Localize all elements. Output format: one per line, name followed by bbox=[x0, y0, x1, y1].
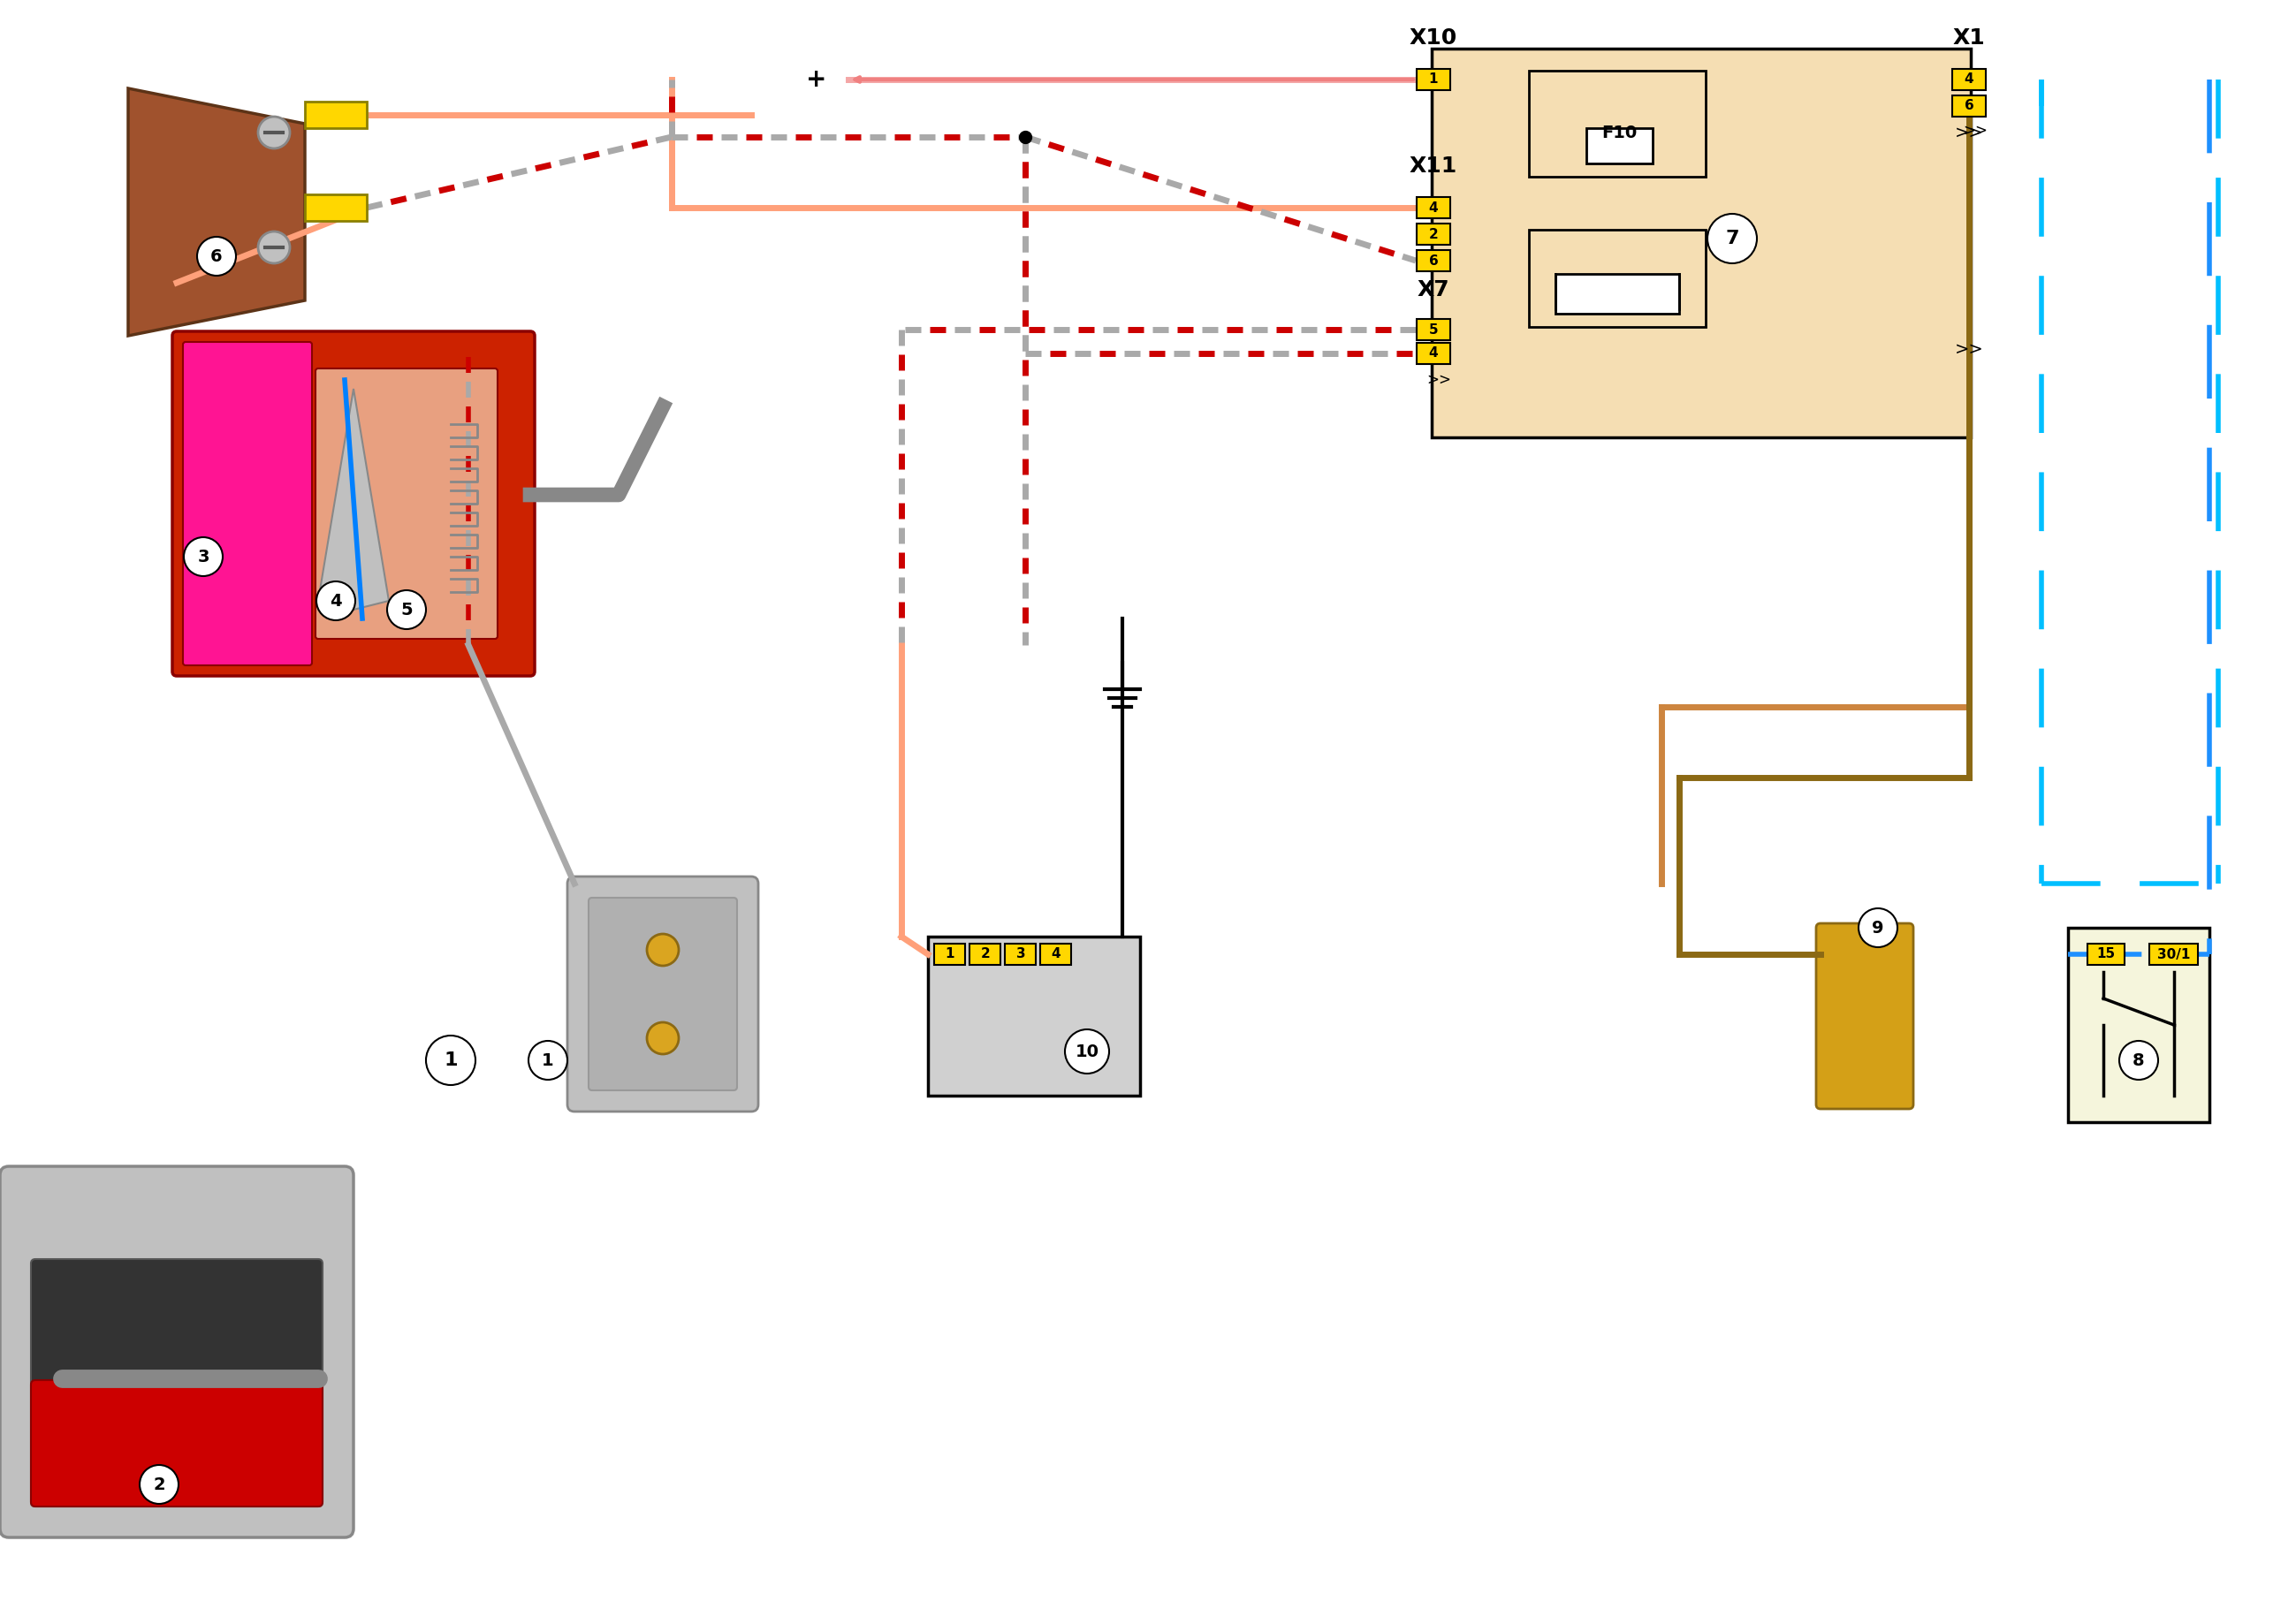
FancyBboxPatch shape bbox=[1952, 69, 1986, 90]
FancyBboxPatch shape bbox=[1417, 319, 1451, 339]
Circle shape bbox=[257, 116, 289, 148]
Text: X7: X7 bbox=[1417, 280, 1449, 301]
FancyBboxPatch shape bbox=[305, 101, 367, 129]
FancyBboxPatch shape bbox=[2087, 943, 2124, 965]
FancyBboxPatch shape bbox=[567, 877, 758, 1112]
FancyBboxPatch shape bbox=[30, 1260, 321, 1506]
Circle shape bbox=[257, 232, 289, 264]
Polygon shape bbox=[319, 389, 388, 610]
Text: 30/1: 30/1 bbox=[2158, 948, 2190, 961]
Circle shape bbox=[197, 237, 236, 275]
Text: 7: 7 bbox=[1724, 230, 1738, 248]
Text: 4: 4 bbox=[1428, 348, 1437, 360]
Text: 4: 4 bbox=[1052, 948, 1061, 961]
Text: X10: X10 bbox=[1410, 27, 1458, 48]
Text: 5: 5 bbox=[1428, 323, 1437, 336]
Text: >>: >> bbox=[1954, 341, 1984, 357]
FancyBboxPatch shape bbox=[315, 368, 498, 639]
Circle shape bbox=[317, 581, 356, 621]
Text: F10: F10 bbox=[1600, 124, 1637, 142]
FancyBboxPatch shape bbox=[1006, 943, 1035, 965]
FancyBboxPatch shape bbox=[184, 343, 312, 666]
FancyBboxPatch shape bbox=[588, 898, 737, 1091]
Text: 1: 1 bbox=[946, 948, 955, 961]
FancyBboxPatch shape bbox=[2149, 943, 2197, 965]
FancyBboxPatch shape bbox=[1417, 249, 1451, 272]
FancyBboxPatch shape bbox=[30, 1381, 321, 1506]
Text: 4: 4 bbox=[1965, 72, 1975, 87]
Circle shape bbox=[2119, 1041, 2158, 1080]
Text: +: + bbox=[806, 68, 827, 92]
Text: 1: 1 bbox=[443, 1051, 457, 1068]
FancyBboxPatch shape bbox=[1554, 274, 1678, 314]
Text: 8: 8 bbox=[2133, 1052, 2144, 1068]
Text: 1: 1 bbox=[1428, 72, 1437, 87]
Text: 3: 3 bbox=[1017, 948, 1026, 961]
Text: 3: 3 bbox=[197, 549, 209, 565]
FancyBboxPatch shape bbox=[928, 936, 1141, 1096]
Circle shape bbox=[528, 1041, 567, 1080]
Circle shape bbox=[388, 591, 427, 629]
Text: X11: X11 bbox=[1410, 156, 1458, 177]
FancyBboxPatch shape bbox=[1040, 943, 1072, 965]
Text: >>: >> bbox=[1426, 372, 1451, 388]
FancyBboxPatch shape bbox=[1417, 224, 1451, 245]
Circle shape bbox=[1857, 909, 1896, 948]
FancyBboxPatch shape bbox=[934, 943, 967, 965]
FancyBboxPatch shape bbox=[1952, 95, 1986, 116]
FancyBboxPatch shape bbox=[1417, 343, 1451, 364]
Text: 4: 4 bbox=[331, 592, 342, 610]
Circle shape bbox=[427, 1036, 475, 1084]
FancyBboxPatch shape bbox=[1816, 924, 1913, 1109]
Text: 1: 1 bbox=[542, 1052, 553, 1068]
Text: 2: 2 bbox=[154, 1475, 165, 1493]
FancyBboxPatch shape bbox=[969, 943, 1001, 965]
Polygon shape bbox=[129, 88, 305, 336]
Text: 6: 6 bbox=[1428, 254, 1437, 267]
Circle shape bbox=[184, 537, 223, 576]
Text: 6: 6 bbox=[211, 248, 223, 264]
Text: 6: 6 bbox=[1965, 100, 1975, 113]
FancyBboxPatch shape bbox=[2069, 928, 2209, 1121]
Circle shape bbox=[140, 1464, 179, 1504]
Circle shape bbox=[1065, 1030, 1109, 1073]
FancyBboxPatch shape bbox=[1529, 71, 1706, 177]
Text: >>: >> bbox=[1963, 122, 1988, 138]
FancyBboxPatch shape bbox=[0, 1167, 354, 1538]
FancyBboxPatch shape bbox=[1417, 69, 1451, 90]
FancyBboxPatch shape bbox=[1417, 196, 1451, 219]
Text: 10: 10 bbox=[1075, 1043, 1100, 1060]
FancyBboxPatch shape bbox=[1587, 129, 1653, 164]
Text: 2: 2 bbox=[980, 948, 990, 961]
Circle shape bbox=[1708, 214, 1756, 264]
Text: 15: 15 bbox=[2096, 948, 2115, 961]
Text: 2: 2 bbox=[1428, 227, 1437, 241]
FancyBboxPatch shape bbox=[1433, 48, 1970, 438]
FancyBboxPatch shape bbox=[172, 331, 535, 676]
FancyBboxPatch shape bbox=[305, 195, 367, 220]
Text: >>: >> bbox=[1954, 124, 1984, 142]
Text: X1: X1 bbox=[1954, 27, 1986, 48]
Text: 4: 4 bbox=[1428, 201, 1437, 214]
Circle shape bbox=[647, 933, 680, 965]
Text: 5: 5 bbox=[400, 602, 413, 618]
Text: 9: 9 bbox=[1871, 919, 1885, 936]
Circle shape bbox=[647, 1022, 680, 1054]
FancyBboxPatch shape bbox=[1529, 230, 1706, 327]
